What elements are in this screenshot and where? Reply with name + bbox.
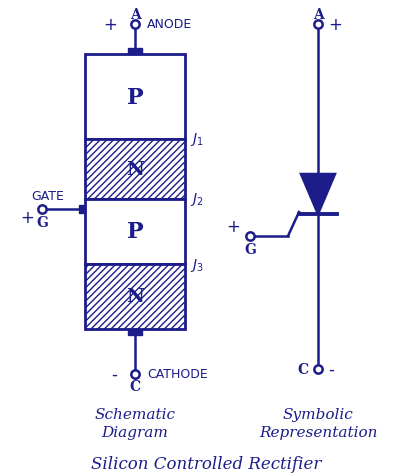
Text: G: G bbox=[36, 216, 48, 229]
Text: A: A bbox=[130, 8, 140, 22]
Text: $J_1$: $J_1$ bbox=[190, 131, 204, 148]
Text: +: + bbox=[20, 208, 34, 227]
Bar bbox=[85, 55, 185, 140]
Text: CATHODE: CATHODE bbox=[147, 368, 208, 381]
Text: GATE: GATE bbox=[31, 189, 64, 202]
Text: +: + bbox=[328, 16, 342, 34]
Text: Symbolic
Representation: Symbolic Representation bbox=[259, 407, 377, 439]
Text: C: C bbox=[129, 379, 140, 393]
Text: -: - bbox=[111, 365, 117, 383]
Text: ANODE: ANODE bbox=[147, 19, 192, 31]
Bar bbox=[79, 206, 85, 214]
Text: C: C bbox=[297, 362, 308, 376]
Text: P: P bbox=[127, 86, 143, 108]
Text: $J_2$: $J_2$ bbox=[190, 191, 204, 208]
Bar bbox=[128, 49, 142, 55]
Bar bbox=[85, 140, 185, 199]
Polygon shape bbox=[301, 175, 335, 215]
Text: G: G bbox=[244, 242, 256, 257]
Text: P: P bbox=[127, 221, 143, 243]
Text: +: + bbox=[226, 218, 240, 236]
Bar bbox=[85, 265, 185, 329]
Text: Schematic
Diagram: Schematic Diagram bbox=[95, 407, 176, 439]
Text: -: - bbox=[328, 360, 334, 378]
Text: Silicon Controlled Rectifier: Silicon Controlled Rectifier bbox=[91, 455, 321, 472]
Text: N: N bbox=[126, 161, 144, 178]
Text: N: N bbox=[126, 288, 144, 306]
Text: A: A bbox=[313, 8, 323, 22]
Bar bbox=[85, 199, 185, 265]
Text: +: + bbox=[103, 16, 117, 34]
Text: $J_3$: $J_3$ bbox=[190, 256, 204, 273]
Bar bbox=[128, 329, 142, 335]
